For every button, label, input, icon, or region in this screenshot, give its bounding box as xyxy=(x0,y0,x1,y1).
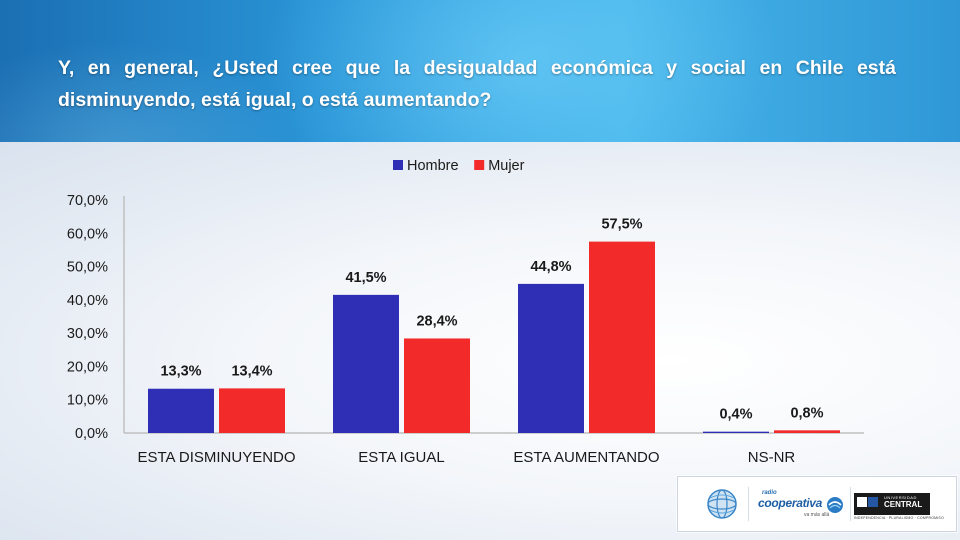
radio-label: radio xyxy=(762,490,777,496)
data-label: 13,4% xyxy=(231,363,272,379)
question-title: Y, en general, ¿Usted cree que la desigu… xyxy=(58,57,896,111)
bar-mujer xyxy=(589,241,655,433)
bar-mujer xyxy=(219,388,285,433)
y-tick-label: 60,0% xyxy=(67,226,108,242)
university-tagline: INDEPENDENCIA · PLURALISMO · COMPROMISO xyxy=(854,516,944,520)
x-category-label: ESTA IGUAL xyxy=(358,449,444,466)
data-label: 28,4% xyxy=(416,313,457,329)
data-label: 0,8% xyxy=(790,405,823,421)
chart-panel: 0,0% 10,0% 20,0% 30,0% 40,0% 50,0% 60,0% 70,0% 1… xyxy=(0,142,960,540)
bar-mujer xyxy=(404,338,470,433)
globe-logo-icon xyxy=(707,489,737,519)
university-mark-icon xyxy=(868,497,878,507)
bar-hombre xyxy=(518,283,584,433)
radio-tagline: va más allá xyxy=(804,512,830,518)
data-label: 13,3% xyxy=(160,364,201,380)
university-mark-icon xyxy=(857,497,867,507)
x-category-label: ESTA DISMINUYENDO xyxy=(137,449,295,466)
sponsor-logos: radio cooperativa va más allá UNIVERSIDA… xyxy=(677,476,957,532)
logo-separator xyxy=(850,487,851,521)
y-tick-label: 70,0% xyxy=(67,193,108,209)
bar-hombre xyxy=(333,294,399,433)
legend-swatch xyxy=(393,160,403,170)
y-tick-label: 30,0% xyxy=(67,326,108,342)
radio-name: cooperativa xyxy=(758,496,823,510)
bar-hombre xyxy=(703,431,769,433)
y-tick-label: 40,0% xyxy=(67,293,108,309)
banner-glow xyxy=(260,0,780,142)
data-label: 0,4% xyxy=(719,407,752,423)
data-label: 57,5% xyxy=(601,217,642,233)
x-category-label: ESTA AUMENTANDO xyxy=(513,449,659,466)
bar-chart: 0,0% 10,0% 20,0% 30,0% 40,0% 50,0% 60,0% 70,0% 1… xyxy=(67,158,864,466)
bar-mujer xyxy=(774,430,840,433)
data-label: 41,5% xyxy=(345,270,386,286)
radio-cooperativa-logo: radio cooperativa va más allá xyxy=(758,490,846,520)
y-tick-label: 50,0% xyxy=(67,260,108,276)
logo-separator xyxy=(748,487,749,521)
y-tick-label: 20,0% xyxy=(67,359,108,375)
data-label: 44,8% xyxy=(530,259,571,275)
legend-label: Mujer xyxy=(488,158,524,174)
legend-label: Hombre xyxy=(407,158,459,174)
y-tick-label: 10,0% xyxy=(67,393,108,409)
radio-swirl-icon xyxy=(827,497,843,513)
title-banner: Y, en general, ¿Usted cree que la desigu… xyxy=(0,0,960,142)
university-top-label: UNIVERSIDAD xyxy=(884,495,917,500)
x-category-label: NS-NR xyxy=(748,449,796,466)
universidad-central-logo: UNIVERSIDAD CENTRAL xyxy=(854,493,930,515)
university-name: CENTRAL xyxy=(884,500,923,509)
y-tick-label: 0,0% xyxy=(75,426,108,442)
legend-swatch xyxy=(474,160,485,170)
bar-hombre xyxy=(148,388,214,433)
